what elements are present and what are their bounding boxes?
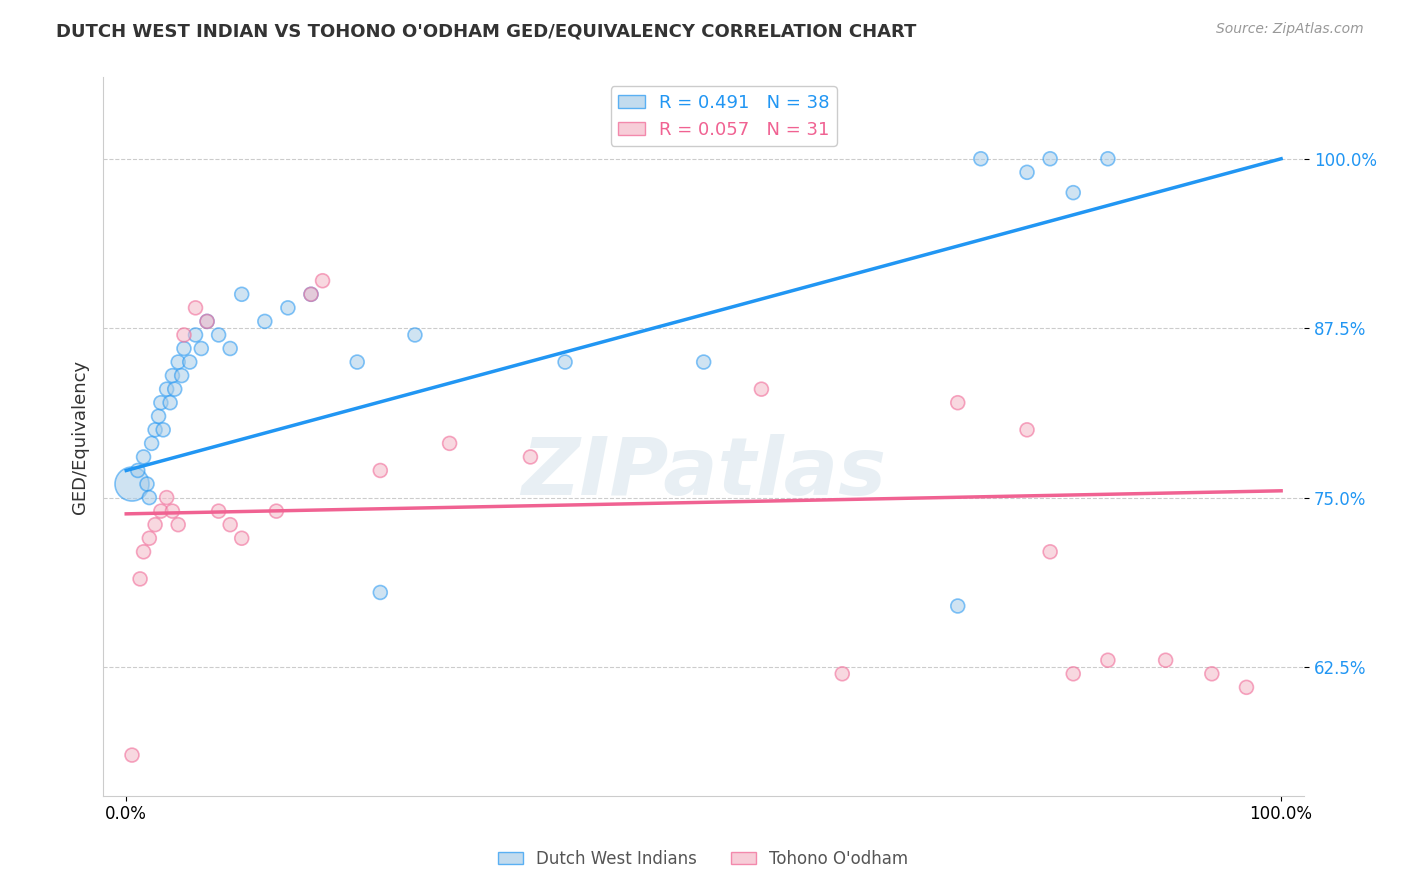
Point <box>148 409 170 424</box>
Point <box>946 599 969 613</box>
Point <box>1236 681 1258 695</box>
Point <box>143 423 166 437</box>
Point <box>266 504 288 518</box>
Point <box>162 368 184 383</box>
Legend: Dutch West Indians, Tohono O'odham: Dutch West Indians, Tohono O'odham <box>491 844 915 875</box>
Point <box>219 517 242 532</box>
Point <box>143 517 166 532</box>
Text: DUTCH WEST INDIAN VS TOHONO O'ODHAM GED/EQUIVALENCY CORRELATION CHART: DUTCH WEST INDIAN VS TOHONO O'ODHAM GED/… <box>56 22 917 40</box>
Point <box>946 395 969 409</box>
Point <box>231 287 253 301</box>
Point <box>751 382 773 396</box>
Point <box>138 531 160 545</box>
Point <box>970 152 993 166</box>
Point <box>231 531 253 545</box>
Point <box>121 748 143 763</box>
Point <box>831 666 853 681</box>
Point <box>129 572 152 586</box>
Point <box>1015 423 1038 437</box>
Point <box>439 436 461 450</box>
Text: Source: ZipAtlas.com: Source: ZipAtlas.com <box>1216 22 1364 37</box>
Point <box>1062 186 1084 200</box>
Point <box>554 355 576 369</box>
Y-axis label: GED/Equivalency: GED/Equivalency <box>72 359 89 514</box>
Point <box>1097 152 1119 166</box>
Point <box>184 301 207 315</box>
Point <box>132 545 155 559</box>
Point <box>1154 653 1177 667</box>
Point <box>190 342 212 356</box>
Point <box>173 342 195 356</box>
Text: ZIPatlas: ZIPatlas <box>522 434 886 511</box>
Point <box>149 504 172 518</box>
Point <box>173 328 195 343</box>
Legend: R = 0.491   N = 38, R = 0.057   N = 31: R = 0.491 N = 38, R = 0.057 N = 31 <box>610 87 837 146</box>
Point <box>167 517 190 532</box>
Point <box>1015 165 1038 179</box>
Point <box>156 382 179 396</box>
Point <box>195 314 218 328</box>
Point <box>163 382 186 396</box>
Point <box>253 314 276 328</box>
Point <box>167 355 190 369</box>
Point <box>299 287 322 301</box>
Point <box>692 355 714 369</box>
Point <box>149 395 172 409</box>
Point <box>1039 545 1062 559</box>
Point <box>121 477 143 491</box>
Point <box>1097 653 1119 667</box>
Point <box>152 423 174 437</box>
Point <box>519 450 541 464</box>
Point <box>1062 666 1084 681</box>
Point <box>311 274 333 288</box>
Point <box>138 491 160 505</box>
Point <box>136 477 159 491</box>
Point <box>368 463 391 477</box>
Point <box>156 491 179 505</box>
Point <box>127 463 149 477</box>
Point <box>219 342 242 356</box>
Point <box>132 450 155 464</box>
Point <box>179 355 201 369</box>
Point <box>141 436 163 450</box>
Point <box>195 314 218 328</box>
Point <box>1039 152 1062 166</box>
Point <box>1201 666 1223 681</box>
Point <box>184 328 207 343</box>
Point <box>277 301 299 315</box>
Point <box>207 328 229 343</box>
Point <box>207 504 229 518</box>
Point <box>346 355 368 369</box>
Point <box>404 328 426 343</box>
Point <box>162 504 184 518</box>
Point <box>159 395 181 409</box>
Point <box>299 287 322 301</box>
Point <box>368 585 391 599</box>
Point <box>170 368 193 383</box>
